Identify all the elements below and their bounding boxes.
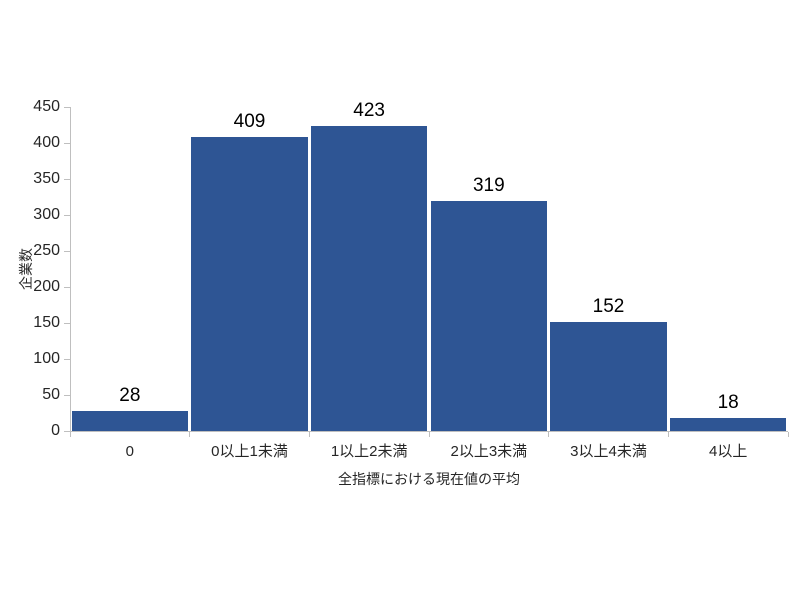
x-axis-tick <box>428 432 430 437</box>
y-tick-label: 0 <box>51 422 60 439</box>
bar-value-label: 152 <box>592 295 625 317</box>
bar <box>191 136 308 431</box>
y-axis-tick <box>64 250 70 252</box>
y-axis-tick <box>64 286 70 288</box>
y-axis-tick <box>64 178 70 180</box>
x-axis-tick <box>548 432 550 437</box>
bar-value-label: 409 <box>233 110 266 132</box>
x-axis-tick <box>308 432 310 437</box>
y-axis-tick <box>64 358 70 360</box>
bar <box>669 418 787 431</box>
y-axis-tick <box>64 322 70 324</box>
x-tick-label: 0 <box>125 443 134 460</box>
bar <box>310 126 428 431</box>
y-tick-label: 50 <box>42 386 60 403</box>
x-axis-tick <box>787 432 789 437</box>
y-tick-label: 250 <box>33 242 60 259</box>
x-axis-tick <box>69 432 71 437</box>
x-axis-line <box>70 431 788 432</box>
bar <box>550 321 667 431</box>
bar-value-label: 319 <box>472 175 505 197</box>
y-axis-line <box>70 107 71 431</box>
y-tick-label: 150 <box>33 314 60 331</box>
x-axis-tick <box>667 432 669 437</box>
plot-area: 0 50 100 150 200 250 300 350 400 450 28 0 409 0以上1未満 4… <box>33 98 789 460</box>
x-tick-label: 0以上1未満 <box>211 443 288 460</box>
bar-value-label: 423 <box>353 100 385 122</box>
y-axis-tick <box>64 430 70 432</box>
y-tick-label: 100 <box>33 350 60 367</box>
x-tick-label: 4以上 <box>708 443 748 460</box>
y-tick-label: 300 <box>33 206 60 223</box>
y-axis-title: 企業数 <box>18 248 34 290</box>
y-axis-tick <box>64 106 70 108</box>
x-axis-tick <box>189 432 191 437</box>
x-tick-label: 3以上4未満 <box>570 443 647 460</box>
bar <box>71 410 189 431</box>
bar-value-label: 18 <box>717 392 739 414</box>
x-tick-label: 1以上2未満 <box>330 443 408 460</box>
y-tick-label: 400 <box>33 134 60 151</box>
y-tick-label: 450 <box>33 98 60 115</box>
y-tick-label: 200 <box>33 278 60 295</box>
x-axis-title: 全指標における現在値の平均 <box>338 471 520 487</box>
bar <box>430 201 548 431</box>
bar-value-label: 28 <box>119 384 141 406</box>
y-axis-tick <box>64 214 70 216</box>
y-axis-tick <box>64 142 70 144</box>
x-tick-label: 2以上3未満 <box>450 443 528 460</box>
y-tick-label: 350 <box>33 170 60 187</box>
y-axis-tick <box>64 394 70 396</box>
